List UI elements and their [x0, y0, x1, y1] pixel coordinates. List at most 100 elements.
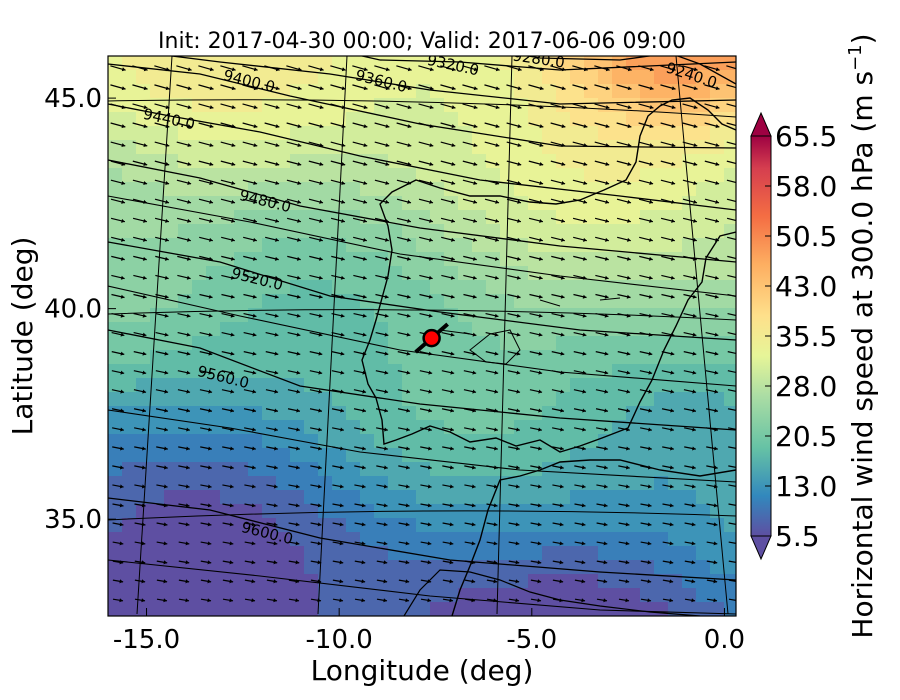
wind-arrow-head	[341, 124, 346, 129]
speed-cell	[570, 336, 585, 351]
wind-arrow-head	[625, 560, 630, 565]
wind-arrow-head	[296, 256, 301, 261]
speed-cell	[584, 588, 599, 603]
speed-cell	[304, 84, 319, 99]
speed-cell	[654, 182, 669, 197]
speed-cell	[472, 238, 487, 253]
speed-cell	[332, 490, 347, 505]
wind-arrow	[728, 465, 736, 468]
speed-cell	[248, 490, 263, 505]
speed-cell	[178, 588, 193, 603]
border-line	[403, 569, 701, 616]
speed-cell	[472, 476, 487, 491]
speed-cell	[696, 560, 711, 575]
speed-cell	[290, 392, 305, 407]
wind-arrow-head	[429, 105, 434, 110]
speed-cell	[584, 196, 599, 211]
x-tick-label: -5.0	[506, 625, 557, 655]
wind-arrow-head	[692, 427, 696, 432]
speed-cell	[444, 154, 459, 169]
wind-arrow-head	[142, 408, 146, 413]
y-tick-label: 45.0	[44, 84, 102, 114]
wind-arrow-head	[407, 199, 412, 204]
speed-cell	[276, 56, 291, 71]
wind-arrow-head	[208, 389, 213, 394]
speed-cell	[374, 280, 389, 295]
speed-cell	[360, 364, 375, 379]
wind-arrow-head	[583, 180, 588, 185]
wind-arrow-head	[450, 256, 455, 261]
wind-arrow-head	[230, 370, 235, 375]
wind-arrow-head	[142, 370, 147, 375]
speed-cell	[318, 182, 333, 197]
wind-arrow-head	[671, 199, 676, 204]
wind-arrow-head	[560, 256, 565, 261]
wind-arrow-head	[273, 598, 278, 603]
speed-cell	[164, 280, 179, 295]
speed-cell	[234, 154, 249, 169]
speed-cell	[374, 112, 389, 127]
speed-cell	[136, 434, 151, 449]
speed-cell	[710, 126, 725, 141]
speed-cell	[668, 168, 683, 183]
speed-cell	[248, 448, 263, 463]
wind-arrow-head	[715, 124, 720, 129]
speed-cell	[248, 434, 263, 449]
wind-arrow-head	[253, 199, 258, 204]
speed-cell	[654, 294, 669, 309]
speed-cell	[444, 224, 459, 239]
speed-cell	[136, 98, 151, 113]
wind-arrow-head	[297, 105, 302, 110]
wind-arrow-head	[429, 124, 434, 129]
speed-cell	[122, 378, 137, 393]
speed-cell	[318, 350, 333, 365]
x-axis: -15.0 -10.0 -5.0 0.0	[113, 608, 745, 655]
speed-cell	[108, 518, 123, 533]
speed-cell	[654, 602, 669, 616]
speed-cell	[374, 182, 389, 197]
wind-arrow-head	[165, 86, 170, 91]
speed-cell	[276, 420, 291, 435]
wind-arrow-head	[693, 180, 698, 185]
speed-cell	[360, 308, 375, 323]
speed-cell	[332, 168, 347, 183]
wind-arrow-head	[405, 541, 410, 546]
wind-arrow-head	[538, 351, 543, 356]
wind-arrow-head	[230, 389, 235, 394]
wind-arrow-head	[583, 124, 588, 129]
speed-cell	[584, 210, 599, 225]
speed-cell	[584, 322, 599, 337]
speed-cell	[668, 210, 683, 225]
height-contour-line	[524, 56, 654, 61]
speed-cell	[486, 364, 501, 379]
speed-cell	[542, 532, 557, 547]
speed-cell	[626, 476, 641, 491]
wind-arrow-head	[582, 446, 586, 451]
wind-arrow-head	[494, 332, 499, 337]
speed-cell	[542, 336, 557, 351]
speed-cell	[374, 518, 389, 533]
speed-cell	[318, 224, 333, 239]
speed-cell	[388, 476, 403, 491]
speed-cell	[318, 252, 333, 267]
speed-cell	[416, 224, 431, 239]
wind-arrow-head	[626, 351, 631, 356]
wind-arrow-head	[671, 105, 676, 110]
speed-cell	[542, 280, 557, 295]
speed-cell	[500, 70, 515, 85]
speed-cell	[514, 574, 529, 589]
speed-cell	[108, 560, 123, 575]
wind-arrow-head	[516, 389, 521, 394]
wind-arrow-head	[649, 143, 654, 148]
wind-arrow-head	[231, 86, 236, 91]
wind-arrow-head	[252, 351, 257, 356]
wind-arrow-head	[647, 503, 652, 508]
speed-cell	[304, 434, 319, 449]
wind-arrow-head	[230, 313, 235, 318]
wind-arrow-head	[692, 313, 697, 318]
wind-arrow-head	[141, 465, 146, 470]
wind-arrow-head	[538, 294, 543, 299]
plot-frame	[107, 55, 737, 617]
speed-cell	[444, 112, 459, 127]
